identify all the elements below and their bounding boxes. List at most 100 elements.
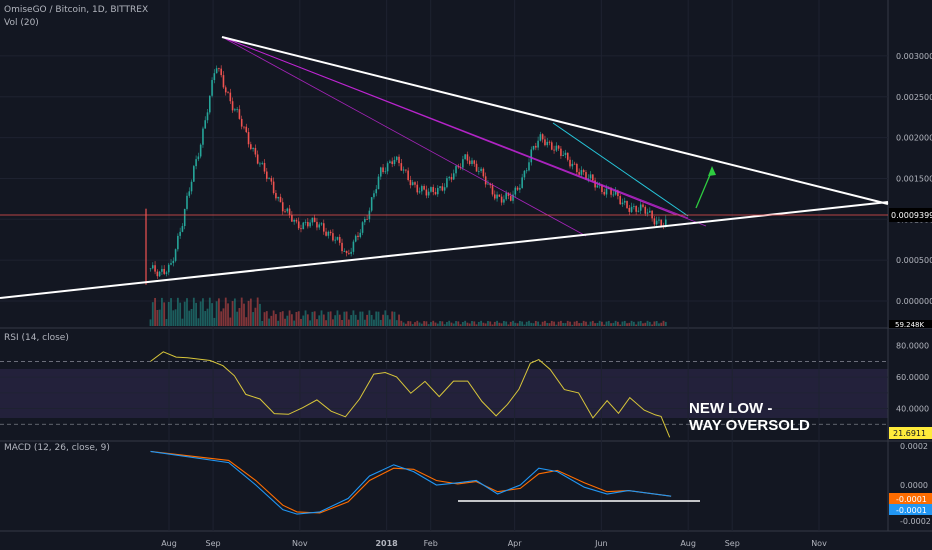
- time-axis-tick: Aug: [680, 539, 696, 548]
- candle-body: [211, 80, 213, 96]
- volume-bar: [395, 320, 398, 326]
- candle-body: [658, 219, 660, 221]
- volume-bar: [359, 311, 362, 326]
- volume-bar: [357, 319, 359, 326]
- volume-bar: [480, 320, 483, 326]
- volume-bar: [199, 301, 202, 326]
- wedge-top-line: [552, 122, 689, 217]
- volume-bar: [430, 322, 432, 326]
- candle-body: [179, 231, 181, 236]
- candle-body: [277, 196, 279, 199]
- volume-bar: [170, 298, 172, 326]
- candle-body: [500, 196, 503, 203]
- candle-body: [487, 183, 489, 185]
- last-price-badge: [889, 208, 932, 222]
- volume-bar: [414, 322, 416, 326]
- volume-bar: [628, 322, 631, 326]
- candle-body: [525, 170, 528, 172]
- candle-body: [630, 206, 633, 212]
- volume-bar: [302, 315, 305, 326]
- volume-bar: [496, 320, 498, 326]
- volume-bar: [161, 297, 163, 326]
- volume-bar: [284, 318, 286, 326]
- volume-bar: [311, 311, 314, 326]
- candle-body: [270, 178, 273, 182]
- volume-bar: [557, 321, 560, 326]
- candle-body: [646, 212, 649, 214]
- candle-body: [354, 235, 357, 242]
- volume-bar: [176, 297, 179, 326]
- volume-bar: [548, 323, 551, 326]
- candle-body: [188, 191, 191, 196]
- volume-bar: [420, 323, 423, 326]
- candle-body: [623, 200, 626, 203]
- volume-bar: [418, 322, 421, 326]
- volume-bar: [512, 320, 514, 326]
- candle-body: [256, 154, 259, 164]
- candle-body: [375, 189, 378, 194]
- candle-body: [254, 147, 257, 155]
- time-axis-tick: 2018: [375, 539, 398, 548]
- volume-bar: [409, 321, 412, 326]
- candle-body: [539, 134, 542, 141]
- volume-bar: [507, 324, 510, 326]
- volume-bar: [489, 321, 492, 326]
- price-axis-tick: 0.00300000: [896, 52, 932, 61]
- candle-body: [468, 160, 471, 164]
- candle-body: [471, 160, 473, 164]
- candle-body: [377, 176, 380, 190]
- volume-bar: [553, 321, 555, 326]
- volume-bar: [503, 320, 505, 326]
- volume-bar: [646, 320, 649, 326]
- candle-body: [441, 186, 444, 191]
- candle-body: [541, 134, 544, 140]
- candle-body: [313, 217, 316, 222]
- volume-bar: [575, 320, 578, 326]
- volume-bar: [614, 320, 617, 326]
- candle-body: [370, 197, 373, 211]
- volume-bar: [338, 314, 341, 326]
- volume-bar: [172, 310, 175, 326]
- price-axis-tick: 0.00200000: [896, 134, 932, 143]
- macd-label: MACD (12, 26, close, 9): [4, 443, 110, 453]
- volume-bar: [544, 320, 546, 326]
- time-axis-tick: Nov: [292, 539, 308, 548]
- candle-body: [425, 189, 428, 196]
- volume-bar: [261, 320, 264, 326]
- candle-body: [448, 177, 450, 179]
- annotation-new-low: NEW LOW -: [689, 400, 773, 417]
- candle-body: [345, 250, 348, 254]
- candle-body: [357, 235, 359, 238]
- candle-body: [644, 206, 647, 214]
- volume-bar: [546, 322, 549, 326]
- candle-body: [265, 171, 268, 179]
- candle-body: [206, 112, 209, 121]
- candle-body: [247, 132, 250, 145]
- volume-bar: [594, 323, 597, 326]
- candle-body: [409, 179, 412, 186]
- volume-bar: [580, 323, 583, 326]
- candle-body: [418, 191, 421, 193]
- volume-bar: [407, 321, 410, 326]
- candle-body: [172, 260, 175, 264]
- candle-body: [578, 172, 580, 175]
- volume-bar: [195, 302, 198, 326]
- volume-bar: [293, 320, 296, 326]
- volume-bar: [411, 324, 414, 326]
- candle-body: [548, 141, 551, 143]
- candle-body: [250, 144, 252, 150]
- volume-bar: [402, 322, 405, 326]
- candle-body: [291, 214, 293, 222]
- volume-bar: [459, 324, 462, 326]
- candle-body: [450, 177, 453, 180]
- candle-body: [446, 178, 448, 188]
- volume-bar: [156, 309, 159, 326]
- candle-body: [617, 190, 619, 197]
- volume-bar: [617, 321, 619, 326]
- volume-bar: [263, 312, 266, 326]
- candle-body: [475, 163, 478, 172]
- volume-bar: [174, 309, 177, 326]
- volume-bar: [370, 314, 373, 326]
- volume-bar: [391, 311, 394, 326]
